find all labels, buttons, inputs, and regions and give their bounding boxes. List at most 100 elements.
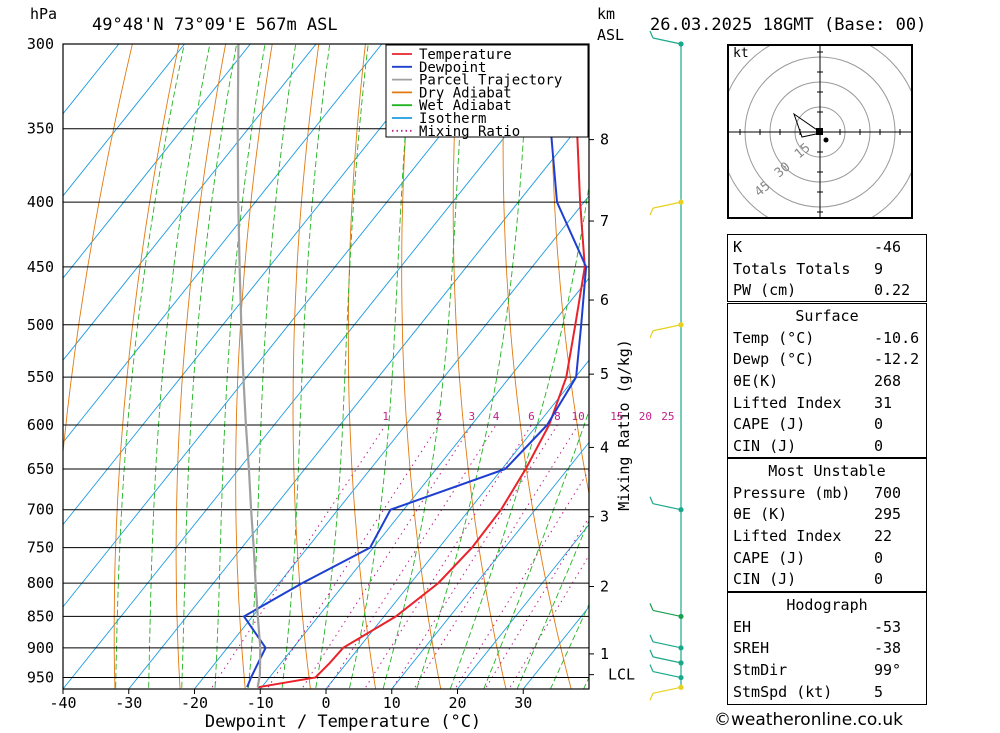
index-row: CIN (J) 0 bbox=[733, 437, 884, 456]
section-title: Hodograph bbox=[786, 596, 868, 614]
mixing-ratio-label: 8 bbox=[554, 410, 561, 423]
isotherm-line bbox=[63, 44, 317, 361]
legend-label: Wet Adiabat bbox=[419, 98, 512, 114]
km-tick-label: 5 bbox=[600, 365, 609, 383]
legend-label: Temperature bbox=[419, 47, 512, 63]
wind-barb bbox=[649, 649, 682, 664]
km-tick-label: 7 bbox=[600, 212, 609, 230]
mixing-ratio-line bbox=[454, 469, 589, 689]
isotherm-line bbox=[63, 44, 251, 279]
wind-barb bbox=[649, 686, 682, 701]
x-tick-label: 0 bbox=[321, 694, 330, 712]
km-tick-label: 6 bbox=[600, 291, 609, 309]
km-tick-label: 3 bbox=[600, 508, 609, 526]
mixing-ratio-label: 25 bbox=[661, 410, 674, 423]
pressure-tick-label: 900 bbox=[27, 639, 54, 657]
pressure-tick-label: 600 bbox=[27, 416, 54, 434]
mixing-ratio-line bbox=[266, 424, 440, 689]
isotherm-line bbox=[325, 359, 589, 689]
isotherm-line bbox=[63, 44, 383, 444]
general-indices: K -46 Totals Totals 9 PW (cm) 0.22 bbox=[727, 234, 927, 302]
km-tick-label: 2 bbox=[600, 578, 609, 596]
series-parcel-trajectory bbox=[236, 44, 262, 688]
asl-unit-label: ASL bbox=[597, 26, 624, 44]
mixing-ratio-label: 4 bbox=[493, 410, 500, 423]
x-tick-label: 30 bbox=[514, 694, 532, 712]
pressure-tick-label: 450 bbox=[27, 258, 54, 276]
section-title: Surface bbox=[795, 307, 859, 325]
pressure-tick-label: 700 bbox=[27, 501, 54, 519]
legend-label: Mixing Ratio bbox=[419, 124, 520, 140]
mixing-ratio-label: 6 bbox=[528, 410, 535, 423]
x-tick-label: -20 bbox=[181, 694, 208, 712]
x-tick-label: 20 bbox=[448, 694, 466, 712]
wet-adiabat-line bbox=[416, 44, 530, 689]
hodograph: kt 15 30 45 bbox=[727, 44, 913, 219]
hodograph-ring-label: 15 bbox=[792, 141, 814, 163]
index-row: StmDir 99° bbox=[733, 661, 902, 680]
pressure-tick-label: 750 bbox=[27, 539, 54, 557]
mixing-ratio-line bbox=[364, 424, 532, 689]
hodograph-unit: kt bbox=[733, 46, 749, 61]
index-row: StmSpd (kt) 5 bbox=[733, 682, 884, 701]
hodograph-indices: Hodograph EH -53 SREH -38 StmDir 99° StmSpd… bbox=[727, 592, 927, 705]
mixing-ratio-line bbox=[391, 424, 558, 689]
wind-barb bbox=[649, 30, 682, 45]
index-row: EH -53 bbox=[733, 617, 902, 636]
dry-adiabat-line bbox=[551, 44, 589, 496]
index-row: SREH -38 bbox=[733, 639, 902, 658]
isotherm-line bbox=[193, 195, 589, 689]
pressure-tick-label: 550 bbox=[27, 368, 54, 386]
index-row: Lifted Index 31 bbox=[733, 393, 893, 412]
sounding-series bbox=[236, 44, 588, 689]
legend-label: Isotherm bbox=[419, 111, 486, 127]
isotherm-line bbox=[259, 277, 589, 689]
most-unstable-indices: Most Unstable Pressure (mb) 700 θE (K) 295… bbox=[727, 458, 927, 592]
dry-adiabat-line bbox=[235, 44, 273, 689]
pressure-tick-label: 300 bbox=[27, 35, 54, 53]
copyright[interactable]: ©weatheronline.co.uk bbox=[714, 710, 904, 730]
wind-barb bbox=[649, 603, 682, 618]
isotherm-line bbox=[63, 44, 120, 115]
km-unit-label: km bbox=[597, 5, 615, 23]
dry-adiabat-line bbox=[502, 44, 572, 689]
legend-label: Dewpoint bbox=[419, 60, 486, 76]
axes-labels: 3003504004505005506006507007508008509009… bbox=[27, 5, 926, 732]
dry-adiabat-line bbox=[925, 44, 1000, 692]
pressure-tick-label: 800 bbox=[27, 574, 54, 592]
isotherm-line bbox=[391, 441, 589, 689]
x-tick-label: -30 bbox=[115, 694, 142, 712]
mixing-ratio-label: 1 bbox=[382, 410, 389, 423]
dry-adiabat-line bbox=[113, 44, 180, 689]
pressure-tick-label: 500 bbox=[27, 316, 54, 334]
pressure-tick-label: 350 bbox=[27, 120, 54, 138]
dry-adiabat-line bbox=[598, 44, 702, 692]
wind-level-dot bbox=[678, 199, 684, 205]
section-title: Most Unstable bbox=[768, 462, 886, 480]
km-tick-label: 1 bbox=[600, 645, 609, 663]
isotherm-line bbox=[63, 44, 449, 526]
dry-adiabat-line bbox=[452, 44, 507, 689]
mixing-ratio-label: 3 bbox=[469, 410, 476, 423]
index-row: θE(K) 268 bbox=[733, 372, 902, 391]
legend-label: Parcel Trajectory bbox=[419, 73, 562, 89]
dry-adiabat-line bbox=[63, 44, 133, 457]
series-dewpoint bbox=[242, 44, 588, 688]
pressure-tick-label: 400 bbox=[27, 193, 54, 211]
wind-barb bbox=[649, 664, 682, 679]
wet-adiabat-line bbox=[348, 44, 414, 689]
wet-adiabat-line bbox=[382, 44, 467, 689]
location-title: 49°48'N 73°09'E 567m ASL bbox=[92, 15, 338, 35]
index-row: Pressure (mb) 700 bbox=[733, 483, 902, 502]
wind-level-dot bbox=[678, 613, 684, 620]
isotherm-line bbox=[63, 44, 186, 197]
plot-frame bbox=[62, 43, 590, 690]
surface-indices: Surface Temp (°C) -10.6 Dewp (°C) -12.2 θE… bbox=[727, 303, 927, 458]
index-row: CAPE (J) 0 bbox=[733, 548, 884, 567]
index-row: K -46 bbox=[733, 238, 902, 256]
x-tick-label: 10 bbox=[383, 694, 401, 712]
wind-barb bbox=[649, 496, 682, 511]
mixing-ratio-label: 2 bbox=[436, 410, 443, 423]
